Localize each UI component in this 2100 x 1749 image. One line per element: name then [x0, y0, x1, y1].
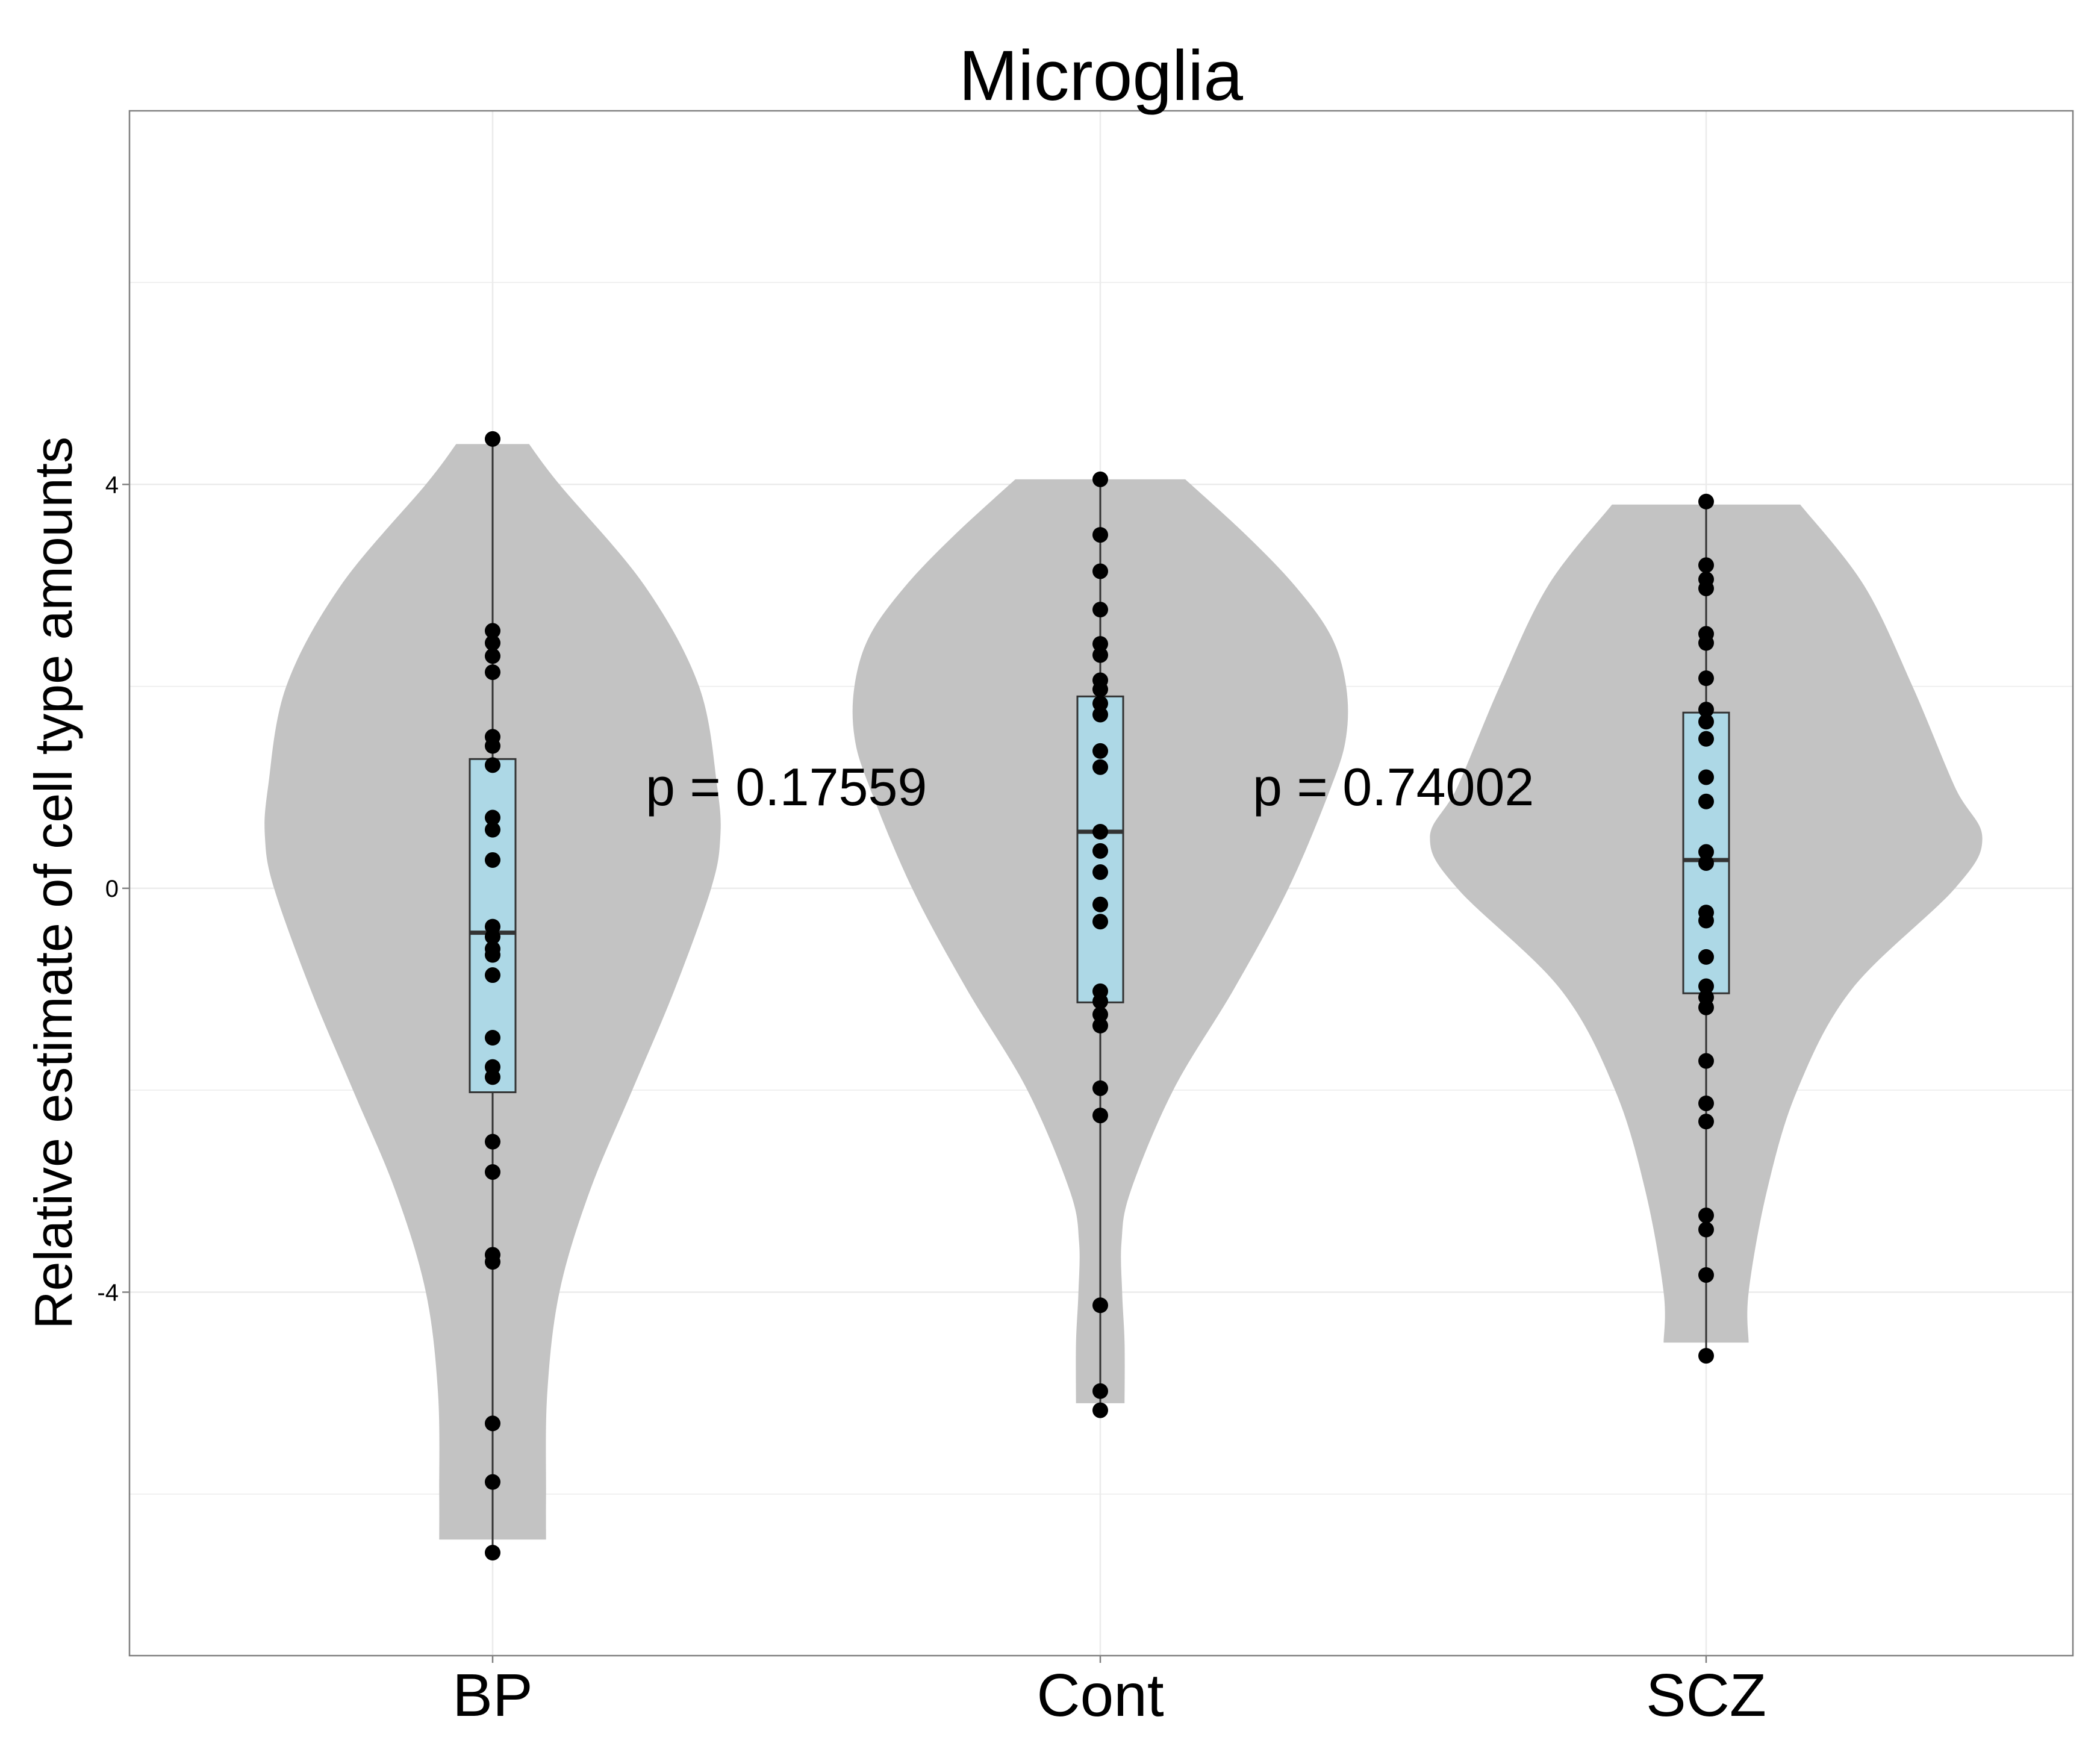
data-point [485, 1545, 500, 1560]
data-point [485, 852, 500, 868]
data-point [1092, 1017, 1108, 1034]
data-point [485, 1164, 500, 1180]
data-point [1092, 527, 1108, 543]
data-point [1698, 1267, 1714, 1283]
y-axis-label: Relative estimate of cell type amounts [23, 437, 83, 1329]
data-point [485, 947, 500, 963]
data-point [1092, 864, 1108, 881]
data-point [1092, 824, 1108, 840]
data-point [1092, 743, 1108, 759]
data-point [1092, 993, 1108, 1009]
data-point [485, 1415, 500, 1432]
data-point [1698, 793, 1714, 809]
y-tick-label: 4 [105, 472, 119, 498]
x-tick-label: SCZ [1646, 1662, 1766, 1729]
panel-border [128, 110, 2074, 1657]
data-point [1698, 1095, 1714, 1111]
data-point [1698, 769, 1714, 785]
data-point [485, 929, 500, 945]
data-points [485, 431, 1714, 1560]
data-point [1092, 563, 1108, 579]
data-point [1092, 696, 1108, 712]
data-point [1092, 1006, 1108, 1023]
chart-title: Microglia [959, 36, 1243, 116]
data-point [1092, 706, 1108, 723]
data-point [485, 967, 500, 984]
data-point [1698, 702, 1714, 718]
data-point [1092, 647, 1108, 663]
data-point [485, 1133, 500, 1150]
data-point [1698, 580, 1714, 596]
data-point [1698, 1208, 1714, 1224]
data-point [485, 1030, 500, 1046]
data-point [1698, 670, 1714, 687]
data-point [1092, 602, 1108, 618]
data-point [485, 822, 500, 838]
data-point [1092, 636, 1108, 652]
data-point [1092, 1383, 1108, 1399]
data-point [485, 738, 500, 754]
data-point [1698, 1221, 1714, 1238]
data-point [485, 635, 500, 651]
data-point [485, 757, 500, 773]
y-tick-label: -4 [97, 1279, 119, 1306]
data-point [485, 623, 500, 639]
data-point [485, 648, 500, 664]
data-point [1698, 1348, 1714, 1364]
data-point [1698, 1114, 1714, 1130]
data-point [1698, 844, 1714, 860]
data-point [485, 809, 500, 826]
x-tick-label: Cont [1036, 1662, 1164, 1729]
data-point [1092, 1402, 1108, 1418]
data-point [1698, 912, 1714, 929]
data-point [1092, 1108, 1108, 1124]
data-point [485, 664, 500, 681]
data-point [1698, 1053, 1714, 1069]
data-point [1698, 999, 1714, 1015]
data-point [1698, 635, 1714, 651]
data-point [1092, 1080, 1108, 1096]
data-point [1092, 1297, 1108, 1314]
data-point [1698, 714, 1714, 730]
data-point [1092, 681, 1108, 697]
data-point [1698, 949, 1714, 965]
y-tick-label: 0 [105, 876, 119, 902]
data-point [485, 431, 500, 447]
data-point [1092, 843, 1108, 859]
data-point [1092, 759, 1108, 775]
data-point [1092, 471, 1108, 487]
data-point [485, 1254, 500, 1270]
data-point [485, 1069, 500, 1085]
p-value-annotation-scz: p = 0.74002 [1253, 757, 1534, 817]
axes: -4 0 4 BP Cont SCZ [97, 472, 1766, 1729]
data-point [1698, 978, 1714, 994]
data-point [1092, 914, 1108, 930]
x-tick-label: BP [452, 1662, 532, 1729]
data-point [1698, 855, 1714, 871]
p-value-annotation-bp: p = 0.17559 [646, 757, 927, 817]
data-point [1698, 493, 1714, 510]
data-point [1698, 557, 1714, 573]
data-point [1092, 896, 1108, 912]
data-point [485, 1474, 500, 1490]
data-point [1698, 731, 1714, 747]
